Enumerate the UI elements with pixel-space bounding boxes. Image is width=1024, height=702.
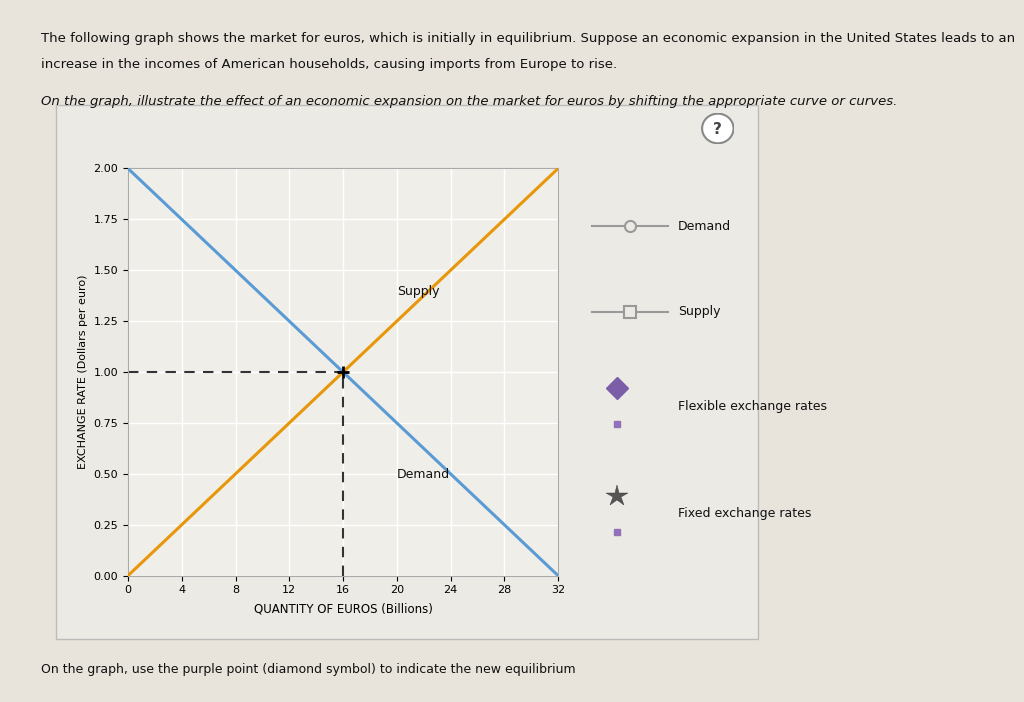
Text: On the graph, illustrate the effect of an economic expansion on the market for e: On the graph, illustrate the effect of a…: [41, 95, 897, 108]
Text: The following graph shows the market for euros, which is initially in equilibriu: The following graph shows the market for…: [41, 32, 1015, 45]
X-axis label: QUANTITY OF EUROS (Billions): QUANTITY OF EUROS (Billions): [254, 602, 432, 616]
Text: Demand: Demand: [678, 220, 731, 233]
Y-axis label: EXCHANGE RATE (Dollars per euro): EXCHANGE RATE (Dollars per euro): [78, 274, 88, 470]
Text: Demand: Demand: [396, 468, 450, 481]
Text: increase in the incomes of American households, causing imports from Europe to r: increase in the incomes of American hous…: [41, 58, 617, 71]
Text: Supply: Supply: [396, 285, 439, 298]
Text: Flexible exchange rates: Flexible exchange rates: [678, 399, 826, 413]
Circle shape: [702, 114, 733, 143]
Text: ?: ?: [714, 121, 722, 137]
Text: On the graph, use the purple point (diamond symbol) to indicate the new equilibr: On the graph, use the purple point (diam…: [41, 663, 575, 677]
Text: Supply: Supply: [678, 305, 720, 318]
Text: Fixed exchange rates: Fixed exchange rates: [678, 508, 811, 520]
